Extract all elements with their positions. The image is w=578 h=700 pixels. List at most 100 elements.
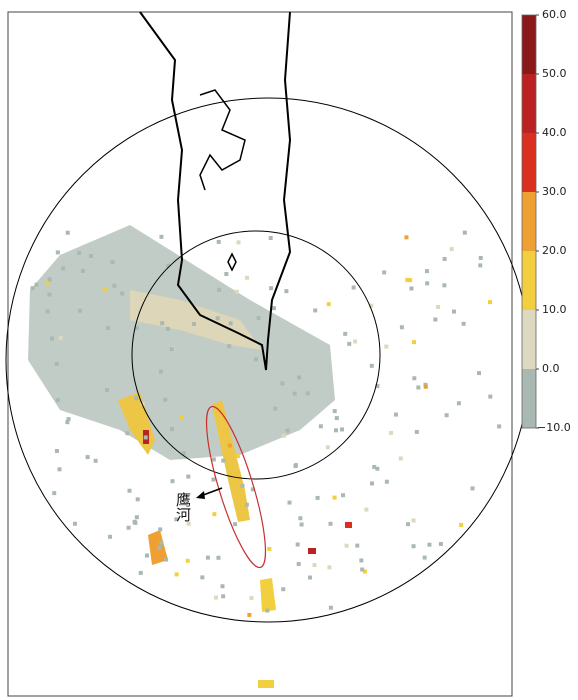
echo-cell [352, 285, 356, 289]
echo-cell [404, 235, 408, 239]
echo-cell [78, 309, 82, 313]
echo-cell [186, 475, 190, 479]
echo-cell [86, 455, 90, 459]
echo-cell [112, 284, 116, 288]
echo-cell [192, 322, 196, 326]
echo-cell [135, 515, 139, 519]
echo-cell [170, 479, 174, 483]
echo-cell [240, 484, 244, 488]
echo-cell [216, 556, 220, 560]
echo-cell [306, 391, 310, 395]
echo-cell [284, 289, 288, 293]
echo-cell [257, 316, 261, 320]
echo-cell [106, 326, 110, 330]
echo-cell [287, 501, 291, 505]
echo-cell [347, 342, 351, 346]
echo-cell [175, 572, 179, 576]
echo-cell [59, 336, 63, 340]
echo-cell [47, 293, 51, 297]
echo-cell [355, 544, 359, 548]
echo-cell [159, 235, 163, 239]
echo-cell [425, 269, 429, 273]
echo-cell [442, 283, 446, 287]
echo-cell [409, 287, 413, 291]
echo-cell [66, 231, 70, 235]
echo-cell [308, 548, 316, 554]
echo-cell [385, 480, 389, 484]
echo-cell [103, 288, 107, 292]
echo-cell [159, 541, 163, 545]
echo-cell [55, 449, 59, 453]
colorbar-bin [522, 133, 536, 192]
echo-cell [94, 459, 98, 463]
echo-cell [227, 344, 231, 348]
echo-cell [58, 467, 62, 471]
colorbar-bin [522, 15, 536, 74]
echo-cell [221, 594, 225, 598]
echo-cell [297, 562, 301, 566]
echo-cell [425, 281, 429, 285]
echo-cell [267, 547, 271, 551]
echo-cell [400, 325, 404, 329]
colorbar-bin [522, 192, 536, 251]
echo-cell [211, 478, 215, 482]
echo-cell [56, 398, 60, 402]
colorbar-tick-label: 60.0 [542, 8, 567, 21]
echo-cell [370, 364, 374, 368]
echo-cell [159, 370, 163, 374]
echo-cell [329, 606, 333, 610]
echo-cell [364, 508, 368, 512]
colorbar-bin [522, 310, 536, 369]
echo-cell [399, 456, 403, 460]
echo-cell [412, 544, 416, 548]
echo-cell [282, 434, 286, 438]
echo-cell [341, 493, 345, 497]
echo-cell [81, 269, 85, 273]
echo-cell [343, 332, 347, 336]
echo-cell [48, 277, 52, 281]
echo-cell [329, 522, 333, 526]
echo-cell [423, 556, 427, 560]
colorbar-bin [522, 74, 536, 133]
echo-cell [412, 376, 416, 380]
echo-cell [245, 503, 249, 507]
echo-cell [308, 576, 312, 580]
echo-cell [459, 523, 463, 527]
echo-cell [293, 392, 297, 396]
echo-cell [125, 431, 129, 435]
echo-cell [488, 300, 492, 304]
echo-cell [333, 409, 337, 413]
echo-cell [216, 316, 220, 320]
echo-cell [273, 407, 277, 411]
echo-cell [157, 546, 161, 550]
echo-cell [228, 443, 232, 447]
echo-cell [31, 286, 35, 290]
echo-cell [285, 429, 289, 433]
echo-cell [439, 542, 443, 546]
echo-cell [359, 558, 363, 562]
echo-cell [436, 305, 440, 309]
echo-cell [73, 522, 77, 526]
echo-cell [389, 431, 393, 435]
echo-cell [345, 544, 349, 548]
echo-cell [375, 467, 379, 471]
echo-cell [258, 680, 274, 688]
echo-cell [133, 520, 137, 524]
echo-cell [353, 340, 357, 344]
echo-cell [280, 381, 284, 385]
echo-cell [445, 413, 449, 417]
colorbar-tick-label: 50.0 [542, 67, 567, 80]
echo-cell [206, 556, 210, 560]
echo-cell [497, 424, 501, 428]
echo-cell [394, 413, 398, 417]
echo-cell [462, 322, 466, 326]
echo-cell [237, 240, 241, 244]
echo-cell [249, 596, 253, 600]
echo-cell [433, 318, 437, 322]
echo-cell [415, 430, 419, 434]
colorbar-tick-label: 10.0 [542, 303, 567, 316]
echo-cell [281, 587, 285, 591]
echo-cell [128, 489, 132, 493]
echo-cell [108, 535, 112, 539]
echo-cell [254, 357, 258, 361]
